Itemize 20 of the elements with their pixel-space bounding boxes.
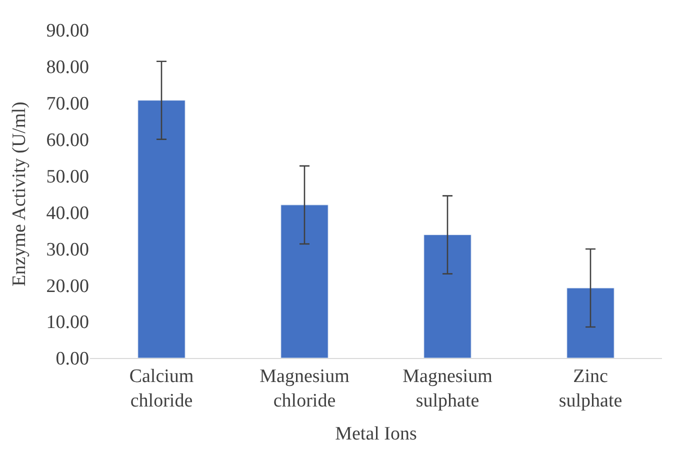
x-tick-label: Calcium chloride	[129, 366, 194, 412]
y-tick-label: 60.00	[46, 130, 89, 151]
y-tick-label: 30.00	[46, 239, 89, 260]
y-tick-label: 90.00	[46, 20, 89, 42]
x-tick-label: Zinc sulphate	[558, 366, 622, 412]
bar	[280, 204, 328, 358]
y-tick-label: 20.00	[46, 276, 89, 297]
x-axis-title: Metal Ions	[335, 423, 417, 444]
x-tick-label: Magnesium sulphate	[402, 366, 493, 412]
y-tick-label: 50.00	[46, 166, 89, 188]
y-tick-label: 70.00	[46, 94, 89, 115]
y-tick-label: 10.00	[46, 312, 89, 334]
y-tick-label: 80.00	[46, 57, 89, 78]
bar	[566, 288, 614, 358]
y-tick-label: 40.00	[46, 202, 89, 224]
y-tick-label: 0.00	[56, 348, 89, 370]
x-tick-label: Magnesium chloride	[260, 366, 350, 412]
y-axis-title: Enzyme Activity (U/ml)	[9, 102, 30, 286]
bar	[424, 234, 472, 358]
bar	[138, 100, 186, 358]
